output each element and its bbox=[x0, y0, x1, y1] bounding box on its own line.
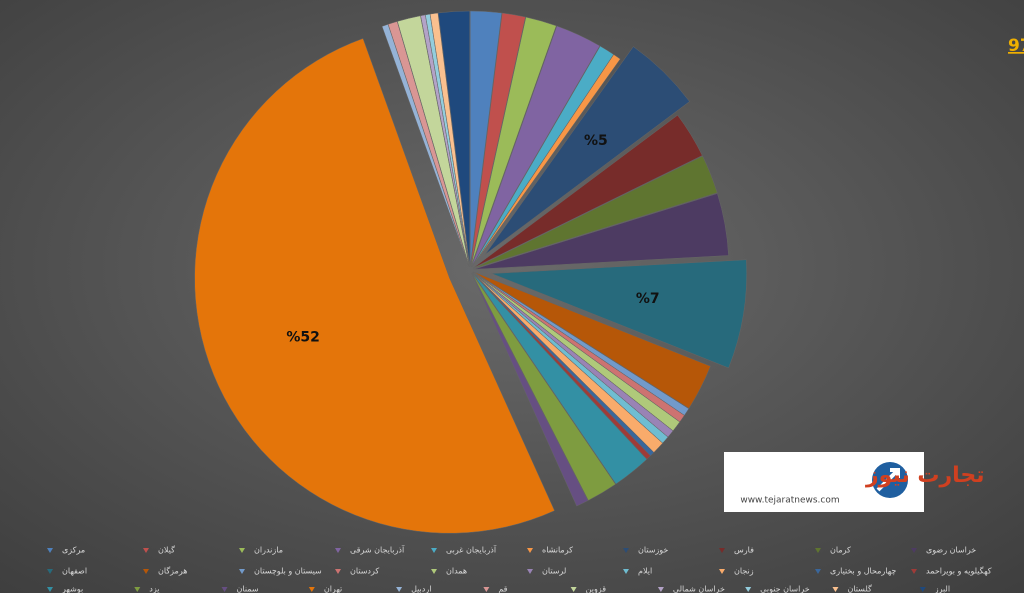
legend-marker bbox=[832, 587, 839, 592]
pie-slice bbox=[437, 10, 471, 267]
legend-marker bbox=[134, 587, 141, 592]
legend-label: ایلام bbox=[638, 567, 652, 576]
pie-slice bbox=[471, 273, 589, 507]
legend-label: بوشهر bbox=[61, 585, 83, 594]
logo: تجارت نیوز www.tejaratnews.com bbox=[724, 452, 985, 512]
pie-slice bbox=[194, 38, 555, 534]
legend-marker bbox=[657, 587, 664, 592]
legend-marker bbox=[431, 548, 437, 553]
legend-label: لرستان bbox=[542, 567, 566, 576]
pie-slice bbox=[472, 272, 648, 485]
legend-marker bbox=[143, 548, 149, 553]
logo-url: www.tejaratnews.com bbox=[740, 496, 839, 506]
legend-label: قزوین bbox=[586, 585, 607, 594]
legend-label: گلستان bbox=[847, 584, 872, 594]
legend-label: کرمانشاه bbox=[542, 546, 573, 555]
legend-marker bbox=[335, 548, 341, 553]
legend-marker bbox=[47, 587, 53, 592]
legend-marker bbox=[239, 569, 245, 574]
pie-slice bbox=[429, 12, 470, 267]
pie-slice bbox=[473, 271, 711, 409]
legend-label: البرز bbox=[934, 585, 950, 594]
legend-label: خوزستان bbox=[638, 546, 668, 555]
legend-marker bbox=[396, 587, 403, 592]
data-label: %7 bbox=[636, 291, 660, 307]
data-label: %5 bbox=[584, 133, 608, 149]
pie-slice bbox=[471, 273, 616, 501]
pie-slice bbox=[491, 259, 747, 369]
data-label: %52 bbox=[286, 330, 320, 346]
legend-marker bbox=[745, 587, 752, 592]
legend-label: خراسان شمالی bbox=[673, 585, 725, 594]
legend-label: کرمان bbox=[830, 546, 851, 555]
legend-marker bbox=[431, 569, 437, 574]
pie-slice bbox=[473, 114, 703, 269]
legend-label: یزد bbox=[149, 585, 159, 594]
pie-slice bbox=[470, 12, 526, 267]
pie-slice bbox=[473, 193, 729, 270]
legend-label: کردستان bbox=[350, 567, 379, 576]
legend-marker bbox=[623, 548, 629, 553]
pie-slice bbox=[469, 10, 503, 267]
legend-marker bbox=[47, 569, 53, 574]
legend-marker bbox=[570, 587, 577, 592]
legend-label: مازندران bbox=[254, 546, 283, 555]
pie-slice bbox=[472, 54, 621, 267]
legend-label: هرمزگان bbox=[158, 566, 187, 576]
legend-marker bbox=[308, 587, 315, 592]
legend-label: همدان bbox=[446, 567, 467, 576]
legend-label: کهگیلویه و بویراحمد bbox=[926, 566, 992, 576]
legend-label: سمنان bbox=[237, 585, 259, 594]
legend-marker bbox=[919, 587, 926, 592]
legend-label: زنجان bbox=[734, 567, 754, 576]
legend-marker bbox=[239, 548, 245, 553]
legend-marker bbox=[221, 587, 228, 592]
legend-label: گیلان bbox=[158, 545, 175, 555]
legend-marker bbox=[335, 569, 341, 574]
legend-marker bbox=[143, 569, 149, 574]
pie-slice bbox=[472, 272, 651, 460]
pie-slice bbox=[387, 21, 470, 267]
legend-marker bbox=[719, 548, 725, 553]
pie-slice bbox=[473, 155, 718, 269]
legend-label: خراسان رضوی bbox=[926, 546, 976, 555]
legend-label: اصفهان bbox=[62, 567, 87, 576]
legend-label: سیستان و بلوچستان bbox=[254, 567, 322, 576]
legend-label: آذربایجان شرقی bbox=[350, 545, 405, 555]
legend-label: خراسان جنوبی bbox=[760, 585, 810, 594]
legend-label: تهران bbox=[324, 585, 342, 594]
legend-marker bbox=[527, 569, 533, 574]
legend-marker bbox=[527, 548, 533, 553]
legend-marker bbox=[483, 587, 490, 592]
pie-slice bbox=[470, 16, 557, 267]
legend-marker bbox=[911, 548, 917, 553]
legend-marker bbox=[719, 569, 725, 574]
legend-label: چهارمحال و بختیاری bbox=[830, 567, 896, 576]
legend-marker bbox=[47, 548, 53, 553]
legend-marker bbox=[911, 569, 917, 574]
legend-marker bbox=[815, 569, 821, 574]
logo-arrow bbox=[876, 468, 900, 492]
legend-label: اردبیل bbox=[411, 585, 431, 594]
legend-label: آذربایجان غربی bbox=[446, 545, 497, 555]
legend-label: قم bbox=[498, 585, 507, 594]
legend-marker bbox=[623, 569, 629, 574]
legend-marker bbox=[815, 548, 821, 553]
chart-title: درآمد استان‌ها در بودجه 97 bbox=[1008, 34, 1024, 56]
legend-label: فارس bbox=[734, 546, 754, 555]
pie-slice bbox=[471, 25, 601, 267]
pie-slice bbox=[485, 46, 690, 255]
logo-name: تجارت نیوز bbox=[865, 463, 985, 488]
legend-label: مرکزی bbox=[62, 546, 85, 555]
